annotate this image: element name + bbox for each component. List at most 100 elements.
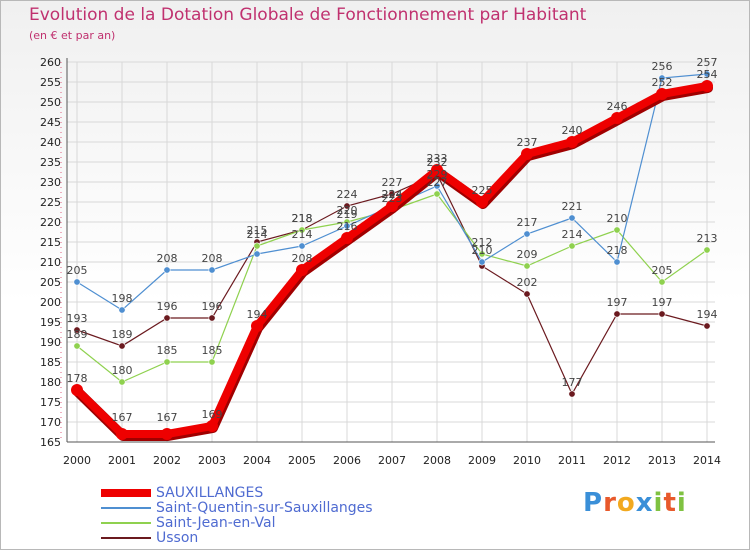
data-label-sauxillanges: 240 [562, 124, 583, 137]
data-label-saint-quentin-sur-sauxillanges: 217 [517, 216, 538, 229]
y-tick-label: 190 [40, 336, 61, 349]
data-label-sauxillanges: 208 [292, 252, 313, 265]
data-label-saint-jean-en-val: 210 [607, 212, 628, 225]
data-label-saint-quentin-sur-sauxillanges: 208 [202, 252, 223, 265]
data-label-saint-quentin-sur-sauxillanges: 221 [562, 200, 583, 213]
legend-swatch-sauxillanges [101, 489, 151, 497]
x-tick-label: 2006 [333, 454, 361, 467]
data-point-sauxillanges [161, 428, 173, 440]
data-point-usson [208, 314, 216, 322]
y-tick-label: 245 [40, 116, 61, 129]
x-tick-label: 2000 [63, 454, 91, 467]
y-tick-label: 215 [40, 236, 61, 249]
data-label-saint-quentin-sur-sauxillanges: 210 [472, 244, 493, 257]
series-layer [71, 70, 713, 441]
data-point-saint-quentin-sur-sauxillanges [433, 182, 441, 190]
data-label-sauxillanges: 167 [112, 411, 133, 424]
data-point-saint-jean-en-val [433, 190, 441, 198]
data-label-saint-quentin-sur-sauxillanges: 214 [292, 228, 313, 241]
x-tick-label: 2007 [378, 454, 406, 467]
data-label-saint-jean-en-val: 185 [202, 344, 223, 357]
legend-swatch-usson [101, 537, 151, 539]
x-tick-label: 2001 [108, 454, 136, 467]
data-point-sauxillanges [611, 112, 623, 124]
legend-swatch-saint-quentin [101, 507, 151, 509]
y-tick-label: 165 [40, 436, 61, 449]
data-point-saint-jean-en-val [118, 378, 126, 386]
data-label-saint-jean-en-val: 223 [382, 192, 403, 205]
data-point-sauxillanges [701, 80, 713, 92]
data-label-saint-quentin-sur-sauxillanges: 257 [697, 56, 718, 69]
axes: 165 170 175 180 185 190 195 200 205 210 215 220 225 2… [40, 56, 721, 467]
data-label-saint-jean-en-val: 209 [517, 248, 538, 261]
proxiti-logo: Proxiti [583, 488, 687, 518]
data-label-saint-quentin-sur-sauxillanges: 219 [337, 208, 358, 221]
data-label-saint-jean-en-val: 180 [112, 364, 133, 377]
data-point-sauxillanges [566, 136, 578, 148]
data-point-saint-quentin-sur-sauxillanges [703, 70, 711, 78]
data-label-sauxillanges: 169 [202, 408, 223, 421]
data-point-sauxillanges [656, 88, 668, 100]
data-point-saint-quentin-sur-sauxillanges [613, 258, 621, 266]
data-point-sauxillanges [431, 164, 443, 176]
data-point-sauxillanges [521, 148, 533, 160]
legend-label-saint-jean: Saint-Jean-en-Val [156, 515, 276, 531]
data-point-saint-jean-en-val [658, 278, 666, 286]
data-label-usson: 196 [202, 300, 223, 313]
y-tick-label: 225 [40, 196, 61, 209]
data-label-usson: 194 [697, 308, 718, 321]
y-tick-label: 235 [40, 156, 61, 169]
data-point-sauxillanges [251, 320, 263, 332]
data-point-saint-jean-en-val [298, 226, 306, 234]
data-point-saint-quentin-sur-sauxillanges [523, 230, 531, 238]
data-label-saint-jean-en-val: 212 [472, 236, 493, 249]
data-point-saint-quentin-sur-sauxillanges [658, 74, 666, 82]
data-label-sauxillanges: 252 [652, 76, 673, 89]
data-point-sauxillanges [341, 232, 353, 244]
data-point-saint-quentin-sur-sauxillanges [343, 222, 351, 230]
data-point-usson [118, 342, 126, 350]
data-label-usson: 224 [337, 188, 358, 201]
data-point-sauxillanges [116, 428, 128, 440]
data-point-saint-jean-en-val [253, 242, 261, 250]
data-label-usson: 189 [112, 328, 133, 341]
y-tick-label: 250 [40, 96, 61, 109]
data-point-saint-jean-en-val [73, 342, 81, 350]
data-label-saint-jean-en-val: 227 [427, 176, 448, 189]
data-label-usson: 193 [67, 312, 88, 325]
data-label-saint-quentin-sur-sauxillanges: 218 [607, 244, 628, 257]
data-point-usson [163, 314, 171, 322]
legend-swatch-saint-jean [101, 522, 151, 524]
data-label-usson: 177 [562, 376, 583, 389]
data-point-saint-quentin-sur-sauxillanges [298, 242, 306, 250]
data-label-saint-quentin-sur-sauxillanges: 229 [427, 168, 448, 181]
data-label-usson: 196 [157, 300, 178, 313]
y-tick-label: 205 [40, 276, 61, 289]
legend-label-usson: Usson [156, 530, 199, 546]
data-point-usson [658, 310, 666, 318]
data-label-sauxillanges: 237 [517, 136, 538, 149]
data-point-saint-jean-en-val [163, 358, 171, 366]
y-tick-label: 180 [40, 376, 61, 389]
y-tick-label: 175 [40, 396, 61, 409]
x-tick-label: 2009 [468, 454, 496, 467]
data-label-usson: 232 [427, 156, 448, 169]
data-label-saint-jean-en-val: 218 [292, 212, 313, 225]
data-label-saint-jean-en-val: 205 [652, 264, 673, 277]
data-label-sauxillanges: 225 [472, 184, 493, 197]
data-point-saint-quentin-sur-sauxillanges [73, 278, 81, 286]
data-label-sauxillanges: 246 [607, 100, 628, 113]
data-label-saint-jean-en-val: 213 [697, 232, 718, 245]
data-point-saint-quentin-sur-sauxillanges [118, 306, 126, 314]
data-point-saint-quentin-sur-sauxillanges [163, 266, 171, 274]
data-label-sauxillanges: 224 [382, 188, 403, 201]
y-tick-label: 185 [40, 356, 61, 369]
x-tick-label: 2013 [648, 454, 676, 467]
data-label-usson: 215 [247, 224, 268, 237]
data-label-saint-jean-en-val: 214 [247, 228, 268, 241]
x-tick-label: 2008 [423, 454, 451, 467]
x-tick-label: 2014 [693, 454, 721, 467]
legend-label-saint-quentin: Saint-Quentin-sur-Sauxillanges [156, 500, 373, 516]
